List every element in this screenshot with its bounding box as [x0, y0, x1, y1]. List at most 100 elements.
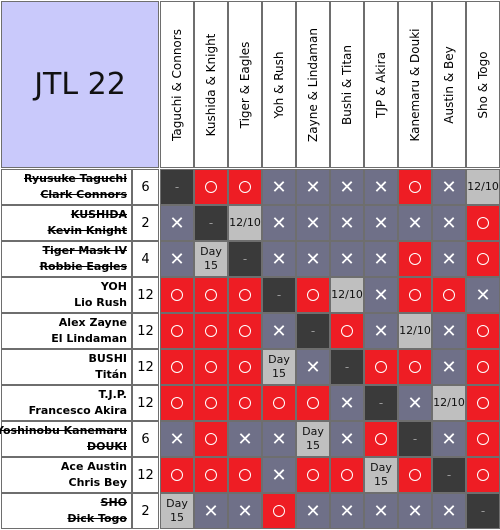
- wrestler-name: Chris Bey: [68, 476, 128, 489]
- win-icon: [228, 313, 262, 349]
- team-names: KUSHIDA Kevin Knight: [1, 205, 132, 241]
- column-header-label: Kushida & Knight: [204, 33, 218, 136]
- win-icon: [160, 457, 194, 493]
- circle-icon: [205, 181, 217, 193]
- win-icon: [296, 385, 330, 421]
- scheduled-match-cell: 12/10: [432, 385, 466, 421]
- win-icon: [262, 385, 296, 421]
- team-names: SHO Dick Togo: [1, 493, 132, 529]
- loss-icon: ✕: [364, 205, 398, 241]
- win-icon: [466, 385, 500, 421]
- column-header: Bushi & Titan: [330, 1, 364, 168]
- loss-icon: ✕: [432, 349, 466, 385]
- team-points: 12: [132, 385, 159, 421]
- scheduled-match-cell: 12/10: [466, 169, 500, 205]
- column-header-label: Austin & Bey: [442, 45, 456, 124]
- win-icon: [398, 457, 432, 493]
- self-match-cell: -: [432, 457, 466, 493]
- team-points: 6: [132, 169, 159, 205]
- wrestler-name: Yoshinobu Kanemaru: [0, 424, 127, 437]
- win-icon: [194, 457, 228, 493]
- circle-icon: [171, 325, 183, 337]
- loss-icon: ✕: [262, 421, 296, 457]
- circle-icon: [307, 289, 319, 301]
- column-header-label: Zayne & Lindaman: [306, 27, 320, 142]
- wrestler-name: Tiger Mask IV: [42, 244, 127, 257]
- circle-icon: [375, 361, 387, 373]
- loss-icon: ✕: [330, 385, 364, 421]
- win-icon: [194, 277, 228, 313]
- self-match-cell: -: [398, 421, 432, 457]
- team-names: Alex Zayne El Lindaman: [1, 313, 132, 349]
- win-icon: [466, 457, 500, 493]
- circle-icon: [205, 469, 217, 481]
- column-header: Yoh & Rush: [262, 1, 296, 168]
- win-icon: [194, 421, 228, 457]
- loss-icon: ✕: [160, 421, 194, 457]
- win-icon: [466, 205, 500, 241]
- win-icon: [228, 385, 262, 421]
- win-icon: [398, 277, 432, 313]
- column-header: Sho & Togo: [466, 1, 500, 168]
- circle-icon: [273, 505, 285, 517]
- win-icon: [194, 313, 228, 349]
- circle-icon: [341, 325, 353, 337]
- self-match-cell: -: [466, 493, 500, 529]
- scheduled-match-cell: 12/10: [228, 205, 262, 241]
- win-icon: [228, 169, 262, 205]
- circle-icon: [239, 181, 251, 193]
- wrestler-name: KUSHIDA: [70, 208, 127, 221]
- loss-icon: ✕: [330, 421, 364, 457]
- circle-icon: [477, 253, 489, 265]
- wrestler-name: Titán: [95, 368, 127, 381]
- team-points: 12: [132, 457, 159, 493]
- scheduled-match-cell: Day 15: [296, 421, 330, 457]
- win-icon: [296, 457, 330, 493]
- loss-icon: ✕: [432, 169, 466, 205]
- wrestler-name: YOH: [100, 280, 127, 293]
- scheduled-match-cell: Day 15: [262, 349, 296, 385]
- win-icon: [432, 277, 466, 313]
- scheduled-match-cell: 12/10: [398, 313, 432, 349]
- column-header: TJP & Akira: [364, 1, 398, 168]
- loss-icon: ✕: [296, 169, 330, 205]
- win-icon: [398, 349, 432, 385]
- loss-icon: ✕: [364, 241, 398, 277]
- team-points: 12: [132, 277, 159, 313]
- win-icon: [296, 277, 330, 313]
- win-icon: [466, 349, 500, 385]
- scheduled-match-cell: Day 15: [194, 241, 228, 277]
- win-icon: [466, 421, 500, 457]
- circle-icon: [239, 397, 251, 409]
- loss-icon: ✕: [398, 385, 432, 421]
- column-header: Zayne & Lindaman: [296, 1, 330, 168]
- self-match-cell: -: [296, 313, 330, 349]
- circle-icon: [205, 433, 217, 445]
- win-icon: [364, 421, 398, 457]
- win-icon: [398, 169, 432, 205]
- circle-icon: [409, 289, 421, 301]
- win-icon: [466, 241, 500, 277]
- self-match-cell: -: [262, 277, 296, 313]
- wrestler-name: T.J.P.: [98, 388, 127, 401]
- circle-icon: [375, 433, 387, 445]
- column-header: Austin & Bey: [432, 1, 466, 168]
- team-points: 12: [132, 349, 159, 385]
- circle-icon: [477, 217, 489, 229]
- loss-icon: ✕: [432, 313, 466, 349]
- self-match-cell: -: [330, 349, 364, 385]
- column-header-label: Bushi & Titan: [340, 44, 354, 125]
- team-names: BUSHI Titán: [1, 349, 132, 385]
- circle-icon: [171, 289, 183, 301]
- loss-icon: ✕: [330, 169, 364, 205]
- wrestler-name: Ace Austin: [60, 460, 127, 473]
- team-names: T.J.P. Francesco Akira: [1, 385, 132, 421]
- win-icon: [364, 349, 398, 385]
- circle-icon: [239, 325, 251, 337]
- wrestler-name: El Lindaman: [51, 332, 127, 345]
- loss-icon: ✕: [432, 205, 466, 241]
- column-header-label: Taguchi & Connors: [170, 28, 184, 141]
- circle-icon: [239, 289, 251, 301]
- team-names: Yoshinobu Kanemaru DOUKI: [0, 421, 132, 457]
- scheduled-match-cell: Day 15: [160, 493, 194, 529]
